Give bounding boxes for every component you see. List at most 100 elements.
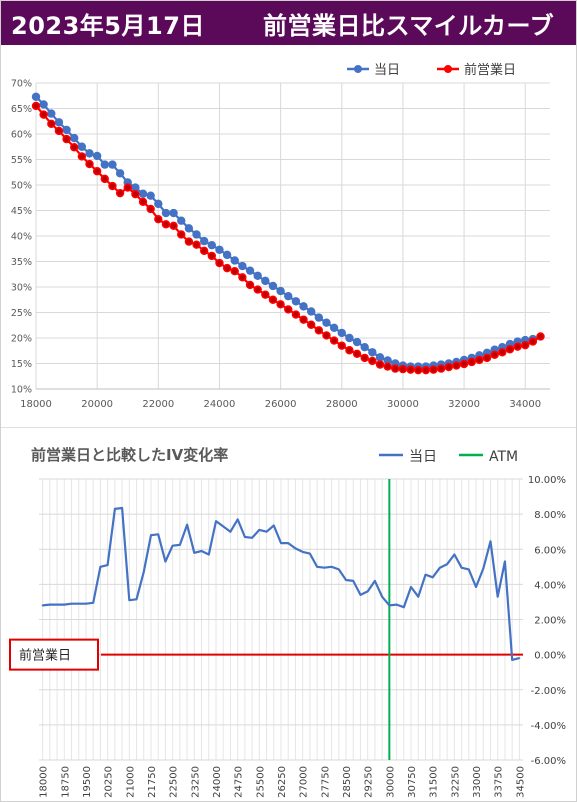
x-tick-label: 21000: [125, 766, 136, 798]
chart-title: 前営業日と比較したIV変化率: [31, 446, 228, 464]
data-point-today: [146, 191, 155, 200]
data-point-prev: [429, 365, 438, 374]
data-point-today: [345, 579, 347, 581]
data-point-today: [47, 109, 56, 118]
x-tick-label: 20250: [104, 766, 115, 798]
data-point-prev: [536, 332, 545, 341]
data-point-prev: [230, 266, 239, 276]
x-tick-label: 24000: [212, 766, 223, 798]
data-point-prev: [521, 340, 530, 350]
x-tick-label: 27000: [299, 766, 310, 798]
y-tick-label: 30%: [11, 283, 32, 294]
data-point-today: [337, 568, 340, 571]
data-point-prev: [414, 365, 423, 375]
data-point-today: [41, 604, 44, 607]
data-point-prev: [108, 181, 117, 191]
data-point-today: [192, 230, 201, 239]
baseline-label: 前営業日: [19, 648, 71, 664]
data-point-prev: [329, 336, 339, 345]
data-point-today: [308, 552, 311, 555]
data-point-today: [70, 133, 79, 143]
y-tick-label: 15%: [11, 359, 32, 370]
data-point-today: [207, 240, 217, 250]
data-point-today: [131, 183, 140, 192]
x-tick-label: 30000: [387, 399, 419, 410]
x-tick-label: 32250: [450, 766, 461, 798]
data-point-prev: [306, 320, 316, 329]
data-point-today: [301, 550, 304, 553]
y-tick-label: -2.00%: [531, 686, 566, 697]
chart-divider: [1, 427, 576, 428]
data-point-today: [243, 536, 246, 538]
header-banner: 2023年5月17日 前営業日比スマイルカーブ: [1, 1, 576, 45]
y-tick-label: 6.00%: [534, 545, 566, 556]
data-point-prev: [62, 134, 71, 144]
data-point-today: [99, 565, 102, 568]
data-point-prev: [47, 119, 56, 129]
data-point-today: [230, 256, 239, 265]
data-point-today: [446, 563, 449, 566]
data-point-today: [291, 297, 301, 306]
data-point-prev: [467, 357, 476, 367]
x-tick-label: 21750: [147, 766, 158, 798]
report-date: 2023年5月17日: [11, 12, 205, 40]
data-point-today: [92, 601, 95, 604]
data-point-prev: [222, 263, 232, 273]
data-point-today: [352, 579, 355, 582]
data-point-today: [186, 523, 188, 526]
legend-item-atm: ATM: [459, 449, 518, 465]
data-point-today: [314, 313, 324, 322]
data-point-today: [329, 323, 339, 332]
data-point-today: [135, 598, 138, 601]
y-tick-label: 60%: [11, 130, 32, 141]
data-point-today: [268, 281, 278, 291]
data-point-today: [128, 599, 131, 602]
data-point-today: [299, 302, 308, 311]
data-point-prev: [154, 214, 163, 224]
data-point-today: [475, 586, 477, 588]
data-point-today: [280, 542, 282, 545]
data-point-today: [150, 534, 152, 537]
data-point-today: [424, 573, 427, 576]
y-tick-label: 20%: [11, 334, 32, 345]
data-point-today: [388, 604, 391, 607]
x-tick-label: 22500: [169, 766, 180, 798]
data-point-today: [482, 567, 485, 570]
data-point-prev: [398, 364, 408, 374]
data-point-today: [154, 199, 163, 209]
report-title: 前営業日比スマイルカーブ: [263, 12, 555, 40]
data-point-prev: [299, 315, 308, 324]
y-tick-label: 70%: [11, 79, 32, 90]
data-point-today: [63, 603, 66, 606]
data-point-today: [77, 602, 80, 605]
x-tick-label: 18750: [60, 766, 71, 798]
legend-label: 当日: [409, 449, 437, 465]
data-point-today: [330, 565, 333, 568]
data-point-prev: [421, 365, 431, 375]
data-point-prev: [322, 331, 331, 340]
data-point-today: [215, 520, 217, 523]
data-point-prev: [291, 310, 301, 319]
x-tick-label: 31500: [429, 766, 440, 798]
data-point-today: [352, 337, 362, 347]
data-point-prev: [314, 326, 324, 335]
data-point-today: [164, 560, 167, 563]
y-tick-label: 45%: [11, 206, 32, 217]
data-point-today: [258, 529, 261, 531]
data-point-today: [383, 356, 392, 365]
y-tick-label: 35%: [11, 257, 32, 268]
data-point-today: [374, 579, 376, 582]
data-point-prev: [276, 300, 285, 309]
y-tick-label: 65%: [11, 104, 32, 115]
x-tick-label: 22000: [142, 399, 174, 410]
data-point-today: [518, 657, 521, 660]
x-tick-label: 24000: [204, 399, 236, 410]
legend-item-today: 当日: [379, 449, 437, 465]
data-point-today: [85, 602, 87, 605]
data-point-today: [184, 224, 194, 233]
data-point-today: [100, 160, 109, 169]
data-point-today: [62, 125, 71, 135]
data-point-today: [236, 518, 239, 521]
x-tick-label: 26250: [277, 766, 288, 798]
series-line-today: [35, 96, 534, 368]
